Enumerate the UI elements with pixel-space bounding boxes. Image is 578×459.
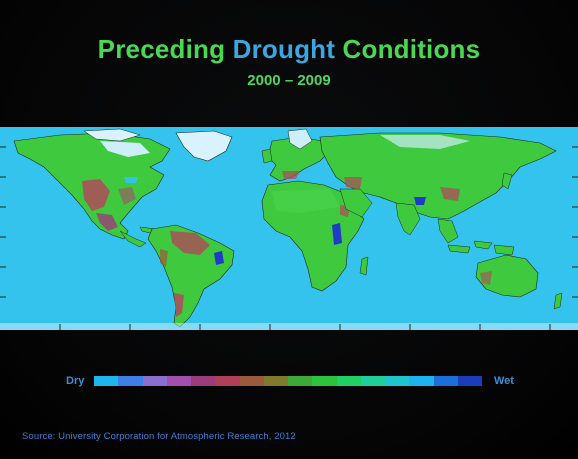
title-word-preceding: Preceding — [97, 34, 226, 64]
great-lakes — [124, 177, 138, 183]
legend-swatch — [288, 376, 313, 386]
new-zealand — [553, 292, 563, 310]
legend-swatch — [166, 376, 191, 386]
legend-dry-label: Dry — [66, 375, 85, 387]
india — [395, 202, 421, 236]
middle-east-dry — [344, 177, 362, 189]
map-ticks — [0, 146, 578, 330]
legend-swatch — [118, 376, 143, 386]
indonesia-2 — [473, 240, 493, 250]
arctic-islands — [83, 128, 141, 142]
title-word-drought: Drought — [232, 34, 336, 64]
patagonia-dry — [174, 293, 184, 317]
china-dry — [440, 187, 460, 201]
world-map — [0, 127, 578, 330]
legend-swatch — [409, 376, 434, 386]
legend-swatch — [433, 376, 458, 386]
greenland — [175, 130, 233, 162]
year-range: 2000 – 2009 — [247, 72, 331, 89]
brazil-wet — [214, 251, 224, 265]
legend-swatch — [239, 376, 264, 386]
mediterranean-dry — [282, 171, 300, 179]
japan — [501, 172, 513, 190]
uk — [261, 148, 273, 164]
indonesia-1 — [447, 244, 471, 254]
australia-west-dry — [480, 271, 492, 285]
australia — [475, 254, 539, 298]
us-west-dry — [82, 179, 110, 211]
world-map-graphic — [0, 127, 578, 330]
new-guinea — [493, 244, 515, 256]
source-citation: Source: University Corporation for Atmos… — [22, 431, 296, 442]
legend-colorbar — [94, 376, 482, 386]
scandinavia — [287, 128, 313, 150]
arabia — [339, 188, 373, 218]
legend-swatch — [191, 376, 216, 386]
siberia-ice — [380, 135, 470, 149]
congo-wet — [332, 223, 342, 245]
slide-title: Preceding Drought Conditions — [0, 34, 578, 65]
us-east-dry — [118, 187, 136, 205]
sahara — [272, 189, 340, 213]
legend-swatch — [457, 376, 482, 386]
legend-swatch — [215, 376, 240, 386]
legend-swatch — [385, 376, 410, 386]
legend-swatch — [94, 376, 119, 386]
legend-swatch — [142, 376, 167, 386]
legend-swatch — [360, 376, 385, 386]
antarctica — [0, 323, 578, 330]
legend-swatch — [263, 376, 288, 386]
legend-wet-label: Wet — [494, 375, 514, 387]
title-word-conditions: Conditions — [342, 34, 481, 64]
legend-swatch — [336, 376, 361, 386]
tibet-wet — [414, 197, 426, 205]
legend-swatch — [312, 376, 337, 386]
mexico-dry — [96, 213, 118, 231]
central-america — [119, 230, 147, 248]
madagascar — [359, 256, 369, 276]
southeast-asia — [437, 218, 459, 244]
andes-dry — [160, 249, 168, 267]
canada-ice — [100, 141, 150, 157]
amazon-dry — [170, 231, 210, 255]
